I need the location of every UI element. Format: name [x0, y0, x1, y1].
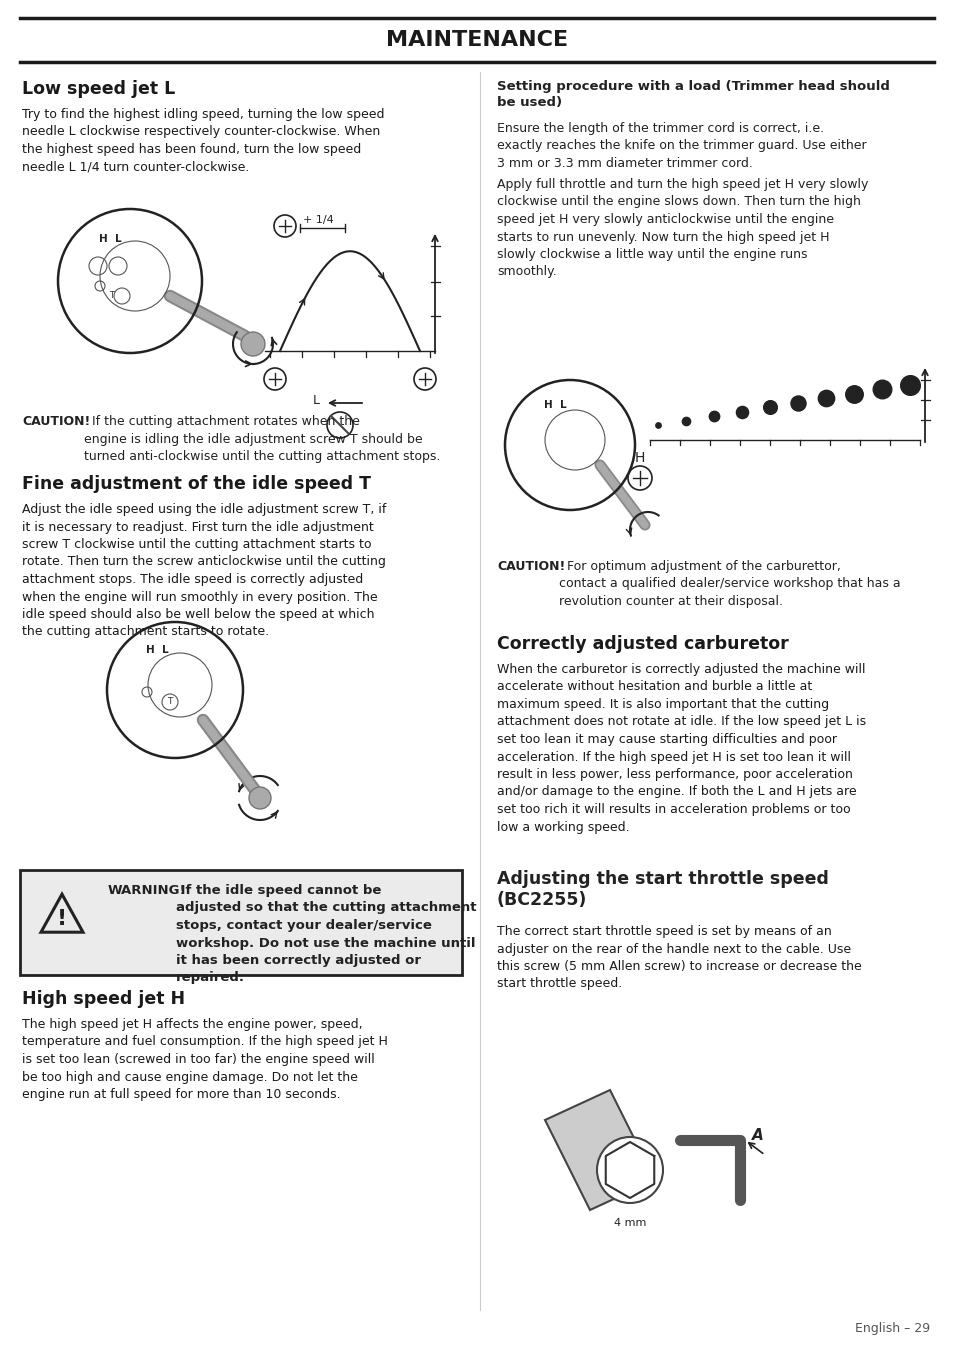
Text: When the carburetor is correctly adjusted the machine will
accelerate without he: When the carburetor is correctly adjuste…	[497, 662, 865, 833]
Text: T: T	[167, 698, 172, 707]
Text: H  L: H L	[146, 645, 168, 654]
Text: Ensure the length of the trimmer cord is correct, i.e.
exactly reaches the knife: Ensure the length of the trimmer cord is…	[497, 122, 865, 170]
Text: CAUTION!: CAUTION!	[22, 415, 91, 429]
Text: If the cutting attachment rotates when the
engine is idling the idle adjustment : If the cutting attachment rotates when t…	[84, 415, 440, 462]
Text: Fine adjustment of the idle speed T: Fine adjustment of the idle speed T	[22, 475, 371, 493]
Text: 4 mm: 4 mm	[613, 1218, 645, 1228]
Text: High speed jet H: High speed jet H	[22, 990, 185, 1009]
Point	[902, 375, 917, 396]
Text: Correctly adjusted carburetor: Correctly adjusted carburetor	[497, 635, 788, 653]
Point	[705, 406, 720, 427]
Text: Setting procedure with a load (Trimmer head should
be used): Setting procedure with a load (Trimmer h…	[497, 80, 889, 110]
Text: H  L: H L	[98, 234, 121, 243]
Point	[734, 400, 749, 422]
Text: If the idle speed cannot be
adjusted so that the cutting attachment
stops, conta: If the idle speed cannot be adjusted so …	[175, 884, 476, 984]
Point	[874, 379, 889, 400]
Circle shape	[597, 1137, 662, 1203]
Text: A: A	[751, 1128, 763, 1142]
Point	[678, 410, 693, 431]
Circle shape	[241, 333, 265, 356]
Text: Apply full throttle and turn the high speed jet H very slowly
clockwise until th: Apply full throttle and turn the high sp…	[497, 178, 867, 279]
Text: + 1/4: + 1/4	[303, 215, 334, 224]
Point	[818, 388, 833, 410]
Point	[789, 392, 804, 414]
Text: H: H	[634, 452, 644, 465]
Text: Adjust the idle speed using the idle adjustment screw T, if
it is necessary to r: Adjust the idle speed using the idle adj…	[22, 503, 386, 638]
Text: H  L: H L	[543, 400, 566, 410]
Point	[761, 396, 777, 418]
Text: L: L	[313, 395, 319, 407]
Text: Try to find the highest idling speed, turning the low speed
needle L clockwise r: Try to find the highest idling speed, tu…	[22, 108, 384, 173]
Text: Low speed jet L: Low speed jet L	[22, 80, 175, 97]
Text: CAUTION!: CAUTION!	[497, 560, 565, 573]
Text: The correct start throttle speed is set by means of an
adjuster on the rear of t: The correct start throttle speed is set …	[497, 925, 861, 991]
Text: !: !	[57, 909, 67, 929]
Text: WARNING!: WARNING!	[108, 884, 187, 896]
Point	[650, 414, 665, 435]
Point	[845, 383, 861, 404]
Text: Adjusting the start throttle speed
(BC2255): Adjusting the start throttle speed (BC22…	[497, 869, 828, 909]
Text: English – 29: English – 29	[854, 1322, 929, 1334]
FancyBboxPatch shape	[20, 869, 461, 975]
Circle shape	[249, 787, 271, 808]
Polygon shape	[544, 1090, 655, 1210]
Text: The high speed jet H affects the engine power, speed,
temperature and fuel consu: The high speed jet H affects the engine …	[22, 1018, 388, 1101]
Text: T: T	[110, 292, 114, 300]
Text: For optimum adjustment of the carburettor,
contact a qualified dealer/service wo: For optimum adjustment of the carburetto…	[558, 560, 900, 608]
Text: MAINTENANCE: MAINTENANCE	[386, 30, 567, 50]
